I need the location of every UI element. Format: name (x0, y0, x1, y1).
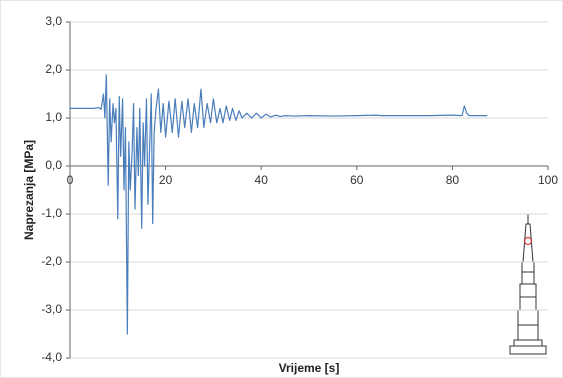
x-tick-label: 0 (67, 173, 74, 187)
y-tick-label: -2,0 (41, 254, 62, 268)
x-tick-label: 100 (538, 173, 558, 187)
data-line (70, 74, 488, 335)
y-tick-label: 0,0 (45, 158, 62, 172)
x-tick-label: 20 (159, 173, 173, 187)
y-tick-label: 3,0 (45, 14, 62, 28)
x-tick-label: 40 (255, 173, 269, 187)
y-tick-label: -3,0 (41, 302, 62, 316)
x-tick-label: 60 (350, 173, 364, 187)
y-tick-label: 2,0 (45, 62, 62, 76)
y-tick-label: -1,0 (41, 206, 62, 220)
x-tick-label: 80 (446, 173, 460, 187)
x-axis-label: Vrijeme [s] (279, 361, 340, 375)
y-axis-label: Naprezanja [MPa] (22, 140, 36, 240)
y-tick-label: -4,0 (41, 350, 62, 364)
y-tick-label: 1,0 (45, 110, 62, 124)
